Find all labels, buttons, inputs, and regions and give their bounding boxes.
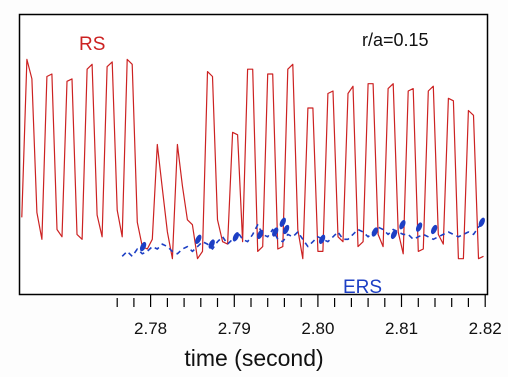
annotation-r-over-a: r/a=0.15 <box>362 30 429 50</box>
ers-marker <box>282 224 290 235</box>
series-lines <box>21 58 485 260</box>
ers-marker <box>139 241 147 252</box>
ers-marker <box>257 229 264 240</box>
ers-marker <box>478 217 485 227</box>
ers-marker <box>272 227 279 237</box>
ers-marker <box>399 220 406 230</box>
ers-marker <box>390 229 398 240</box>
series-line-ers <box>121 221 485 258</box>
series-label-rs: RS <box>79 34 105 55</box>
plot-frame <box>18 13 489 296</box>
ers-marker <box>415 222 423 232</box>
x-tick-labels: 2.78 2.79 2.80 2.81 2.82 <box>134 319 502 338</box>
ers-marker <box>430 224 438 235</box>
ers-marker <box>195 234 202 244</box>
x-tick-label: 2.78 <box>134 319 167 338</box>
x-tick-label: 2.79 <box>218 319 251 338</box>
ers-marker <box>232 232 240 242</box>
x-tick-label: 2.81 <box>385 319 418 338</box>
x-axis-label: time (second) <box>184 345 323 371</box>
ers-marker <box>318 234 326 244</box>
ers-marker <box>279 217 286 227</box>
x-tick-label: 2.82 <box>469 319 502 338</box>
x-tick-label: 2.80 <box>301 319 334 338</box>
ers-marker <box>371 227 378 237</box>
ers-marker <box>208 239 215 249</box>
series-line-rs <box>21 58 484 260</box>
series-label-ers: ERS <box>343 277 382 298</box>
x-ticks <box>116 295 486 307</box>
ers-markers <box>139 217 485 252</box>
